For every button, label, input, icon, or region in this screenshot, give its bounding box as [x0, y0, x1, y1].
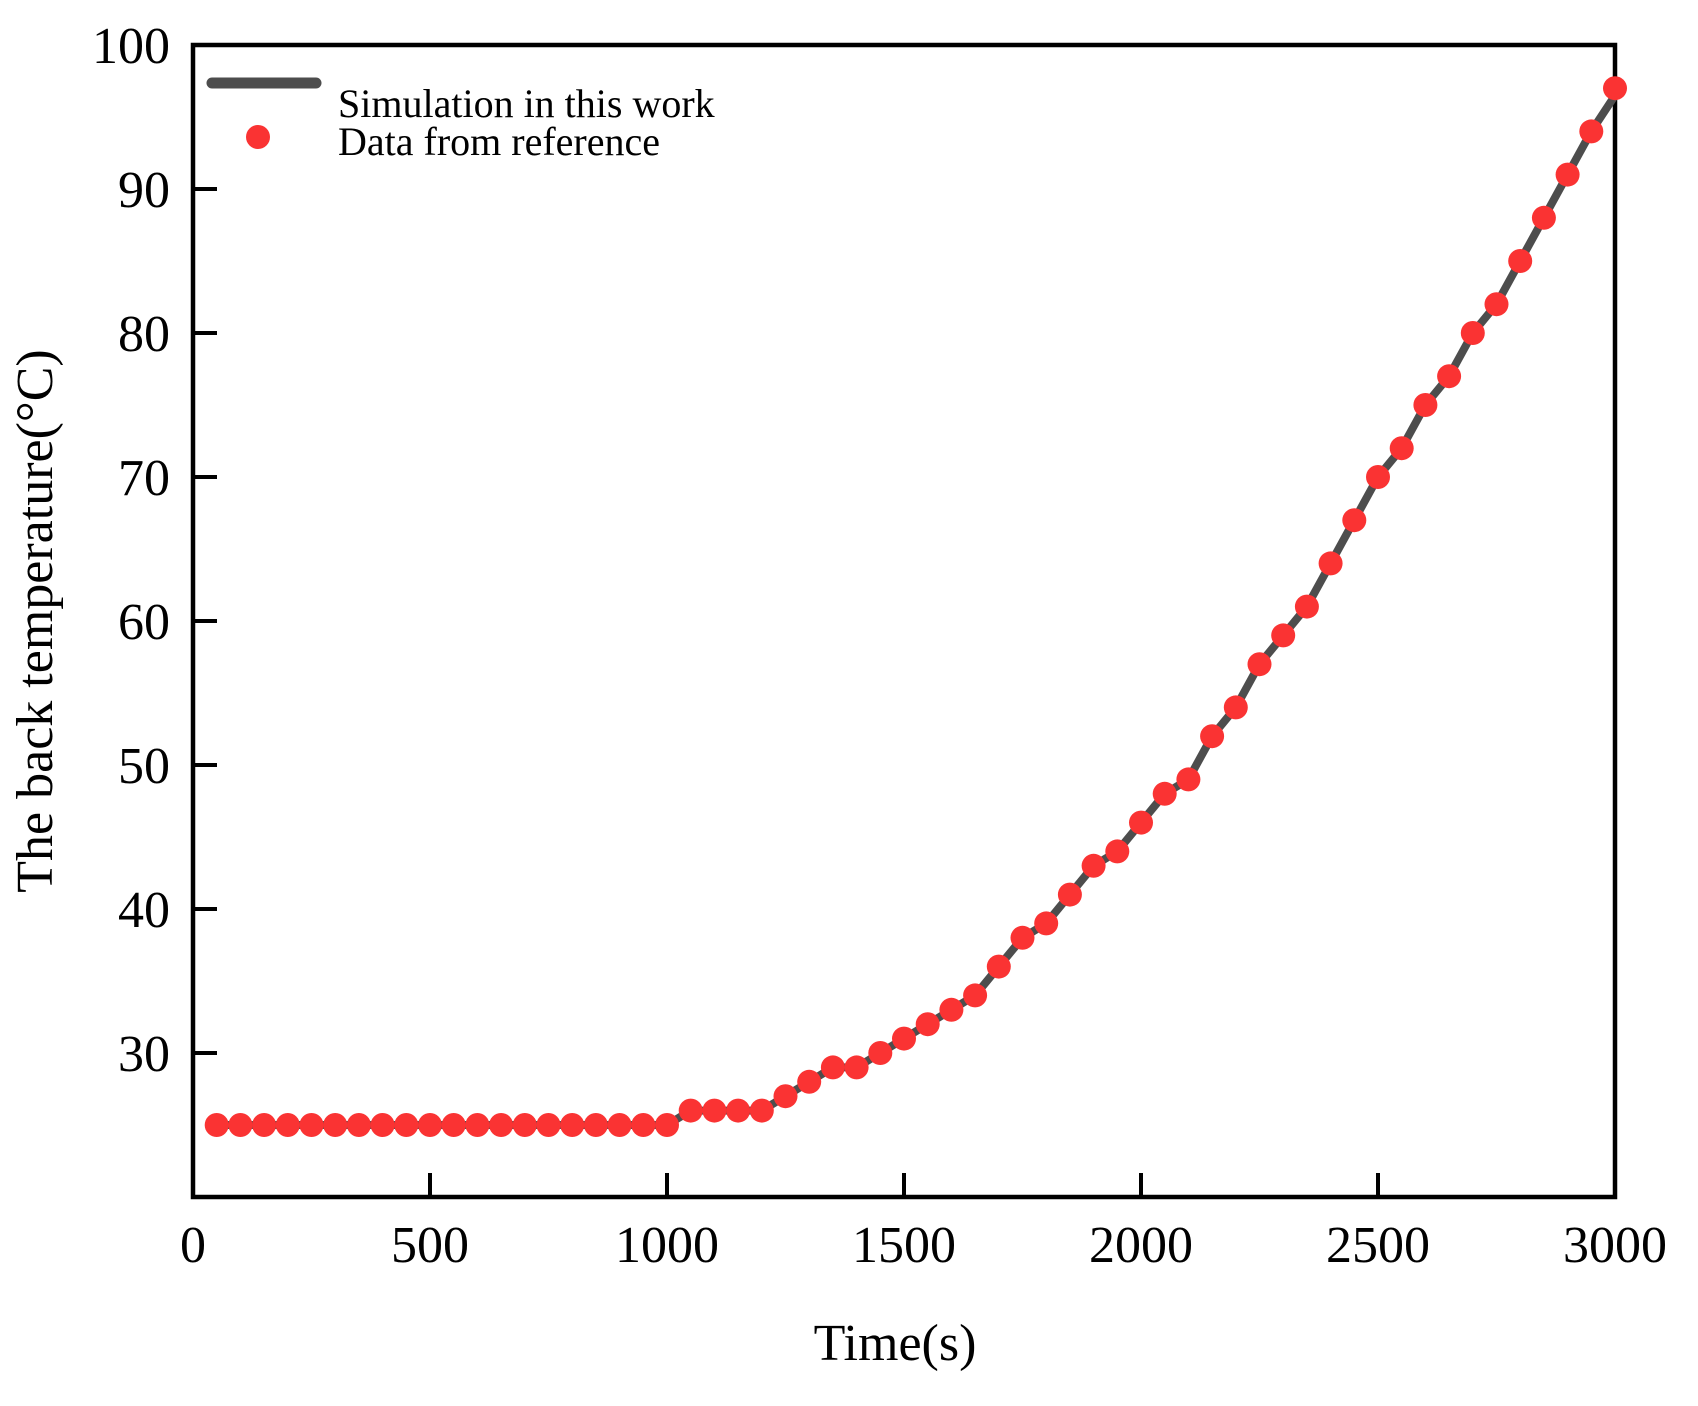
data-point	[1152, 781, 1177, 806]
x-tick-label: 3000	[1563, 1217, 1667, 1274]
data-point	[394, 1113, 419, 1137]
x-tick-label: 1500	[852, 1217, 956, 1274]
data-point	[1579, 119, 1604, 144]
data-point	[1247, 652, 1272, 677]
plot-border	[190, 42, 1618, 1200]
x-tick-label: 0	[180, 1217, 206, 1274]
data-point	[1223, 695, 1248, 720]
data-point	[536, 1113, 561, 1137]
data-point	[820, 1055, 845, 1080]
data-point	[726, 1098, 751, 1123]
data-point	[1531, 205, 1556, 230]
x-axis-ticks: 0 500 1000 1500 2000 2500 3000	[180, 1173, 1667, 1274]
data-point	[1105, 839, 1130, 864]
data-point	[631, 1113, 656, 1137]
data-point	[986, 954, 1011, 979]
data-point	[583, 1113, 608, 1137]
y-tick-label: 100	[92, 18, 170, 75]
legend: Simulation in this work Data from refere…	[206, 77, 715, 164]
data-point	[1271, 623, 1296, 648]
data-point	[915, 1012, 940, 1037]
data-point	[702, 1098, 727, 1123]
data-point	[1366, 465, 1390, 489]
data-point	[275, 1113, 300, 1137]
data-point	[655, 1113, 679, 1137]
y-axis-ticks: 30 40 50 60 70 80 90 100	[92, 18, 217, 1083]
data-point	[1484, 292, 1509, 317]
data-point	[1389, 436, 1414, 461]
data-point	[252, 1113, 277, 1137]
data-point	[1437, 364, 1462, 389]
data-point	[1129, 810, 1153, 835]
y-tick-label: 30	[118, 1026, 170, 1083]
data-point	[1555, 162, 1580, 187]
y-tick-label: 40	[118, 882, 170, 939]
data-point	[892, 1026, 916, 1051]
data-point	[418, 1113, 442, 1137]
data-point	[1081, 853, 1106, 878]
data-point	[489, 1113, 514, 1137]
data-point	[1460, 321, 1485, 345]
x-tick-label: 2000	[1089, 1217, 1193, 1274]
reference-data-series	[204, 76, 1627, 1137]
data-point	[963, 983, 988, 1008]
y-tick-label: 50	[118, 738, 170, 795]
data-point	[1603, 76, 1627, 101]
data-point	[1057, 882, 1082, 907]
simulation-line-series	[212, 91, 1619, 1129]
y-tick-label: 80	[118, 306, 170, 363]
data-point	[441, 1113, 466, 1137]
simulation-line	[212, 91, 1619, 1129]
x-axis-title: Time(s)	[814, 1315, 977, 1372]
data-point	[1342, 508, 1367, 533]
legend-label-reference: Data from reference	[338, 119, 660, 164]
data-point	[1508, 249, 1533, 273]
data-point	[512, 1113, 537, 1137]
data-point	[1176, 767, 1201, 792]
data-point	[204, 1113, 229, 1137]
data-point	[465, 1113, 490, 1137]
y-axis-title: The back temperature(°C)	[7, 349, 64, 892]
y-tick-label: 90	[118, 162, 170, 219]
x-tick-label: 500	[391, 1217, 469, 1274]
data-point	[749, 1098, 774, 1123]
data-point	[868, 1041, 893, 1065]
data-point	[678, 1098, 703, 1123]
data-point	[1413, 393, 1438, 417]
data-point	[560, 1113, 585, 1137]
x-tick-label: 2500	[1326, 1217, 1430, 1274]
data-point	[844, 1055, 869, 1080]
data-point	[1010, 925, 1035, 950]
data-point	[228, 1113, 253, 1137]
data-point	[773, 1084, 798, 1109]
data-point	[607, 1113, 632, 1137]
data-point	[1294, 594, 1319, 619]
y-tick-label: 70	[118, 450, 170, 507]
x-tick-label: 1000	[615, 1217, 719, 1274]
data-point	[299, 1113, 324, 1137]
y-tick-label: 60	[118, 594, 170, 651]
data-point	[1200, 724, 1225, 749]
data-point	[323, 1113, 348, 1137]
data-point	[797, 1069, 822, 1094]
data-point	[346, 1113, 371, 1137]
data-point	[939, 997, 964, 1022]
data-point	[370, 1113, 395, 1137]
legend-dot-swatch	[246, 125, 270, 149]
data-point	[1034, 911, 1059, 936]
data-point	[1318, 551, 1343, 576]
legend-label-simulation: Simulation in this work	[338, 81, 715, 126]
